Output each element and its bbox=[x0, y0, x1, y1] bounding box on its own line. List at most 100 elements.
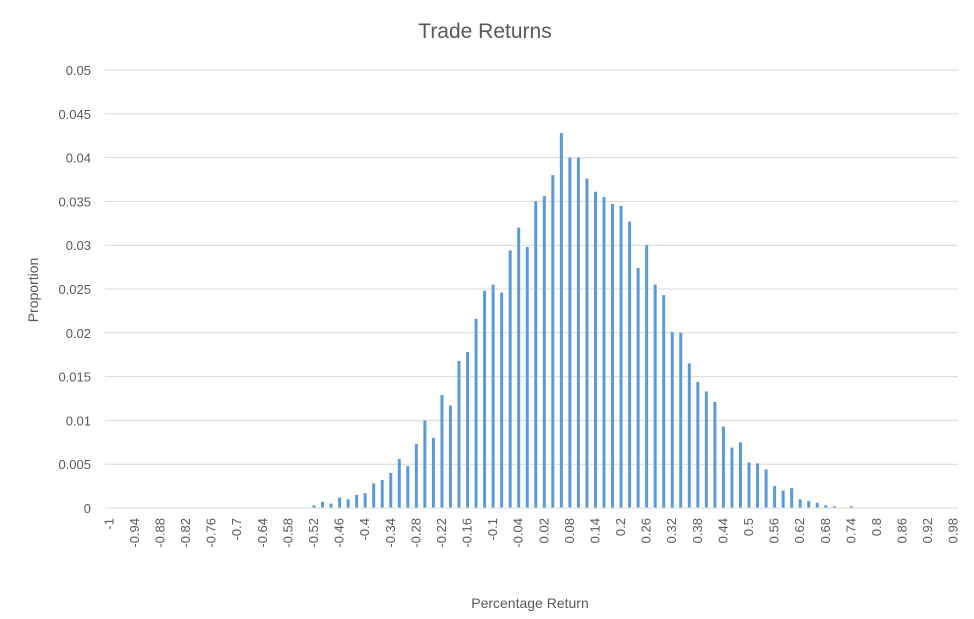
bar bbox=[568, 157, 572, 508]
bar bbox=[662, 295, 666, 508]
bar bbox=[500, 292, 504, 508]
bar bbox=[756, 463, 760, 508]
bar bbox=[321, 501, 325, 508]
x-tick-label: 0.8 bbox=[869, 518, 884, 536]
y-tick-label: 0.03 bbox=[66, 238, 91, 253]
bar bbox=[312, 505, 316, 508]
bar bbox=[448, 405, 452, 508]
x-tick-label: 0.44 bbox=[715, 518, 730, 543]
x-tick-label: -0.7 bbox=[229, 518, 244, 540]
x-tick-label: -0.76 bbox=[204, 518, 219, 548]
x-tick-label: -0.94 bbox=[127, 518, 142, 548]
x-tick-label: -0.88 bbox=[152, 518, 167, 548]
x-tick-label: -1 bbox=[101, 518, 116, 530]
bar bbox=[380, 479, 384, 508]
bar bbox=[713, 402, 717, 508]
y-tick-label: 0 bbox=[84, 501, 91, 516]
y-tick-label: 0.035 bbox=[58, 194, 91, 209]
x-tick-label: 0.92 bbox=[920, 518, 935, 543]
bar bbox=[551, 175, 555, 508]
x-tick-label: 0.98 bbox=[946, 518, 961, 543]
bar bbox=[653, 284, 657, 508]
x-tick-label: -0.1 bbox=[485, 518, 500, 540]
x-axis-label: Percentage Return bbox=[471, 595, 589, 611]
bar bbox=[824, 505, 828, 508]
y-axis-label: Proportion bbox=[25, 258, 41, 323]
bar bbox=[363, 493, 367, 508]
bar bbox=[355, 494, 359, 508]
bar bbox=[593, 191, 597, 508]
bar bbox=[798, 499, 802, 508]
x-tick-label: 0.08 bbox=[562, 518, 577, 543]
bar bbox=[466, 352, 470, 508]
x-tick-label: -0.52 bbox=[306, 518, 321, 548]
gridlines bbox=[105, 69, 958, 465]
x-tick-label: -0.04 bbox=[511, 518, 526, 548]
y-tick-label: 0.05 bbox=[66, 63, 91, 78]
bar bbox=[645, 245, 649, 508]
bar bbox=[696, 381, 700, 508]
y-tick-label: 0.025 bbox=[58, 282, 91, 297]
bar bbox=[628, 221, 632, 508]
bar bbox=[832, 506, 836, 508]
x-tick-label: 0.86 bbox=[895, 518, 910, 543]
y-axis-ticks: 0 0.005 0.01 0.015 0.02 0.025 0.03 0.035 0.04 0.0… bbox=[58, 63, 91, 516]
bar bbox=[619, 205, 623, 508]
bar bbox=[602, 197, 606, 508]
chart-title: Trade Returns bbox=[418, 20, 551, 43]
bar bbox=[576, 157, 580, 508]
y-tick-label: 0.02 bbox=[66, 326, 91, 341]
bar bbox=[721, 426, 725, 508]
x-tick-label: -0.34 bbox=[383, 518, 398, 548]
bar bbox=[534, 201, 538, 508]
bar bbox=[440, 394, 444, 508]
x-tick-label: 0.62 bbox=[792, 518, 807, 543]
bar bbox=[517, 227, 521, 508]
x-tick-label: 0.02 bbox=[536, 518, 551, 543]
x-tick-label: 0.68 bbox=[818, 518, 833, 543]
x-tick-label: 0.32 bbox=[664, 518, 679, 543]
bar bbox=[773, 486, 777, 508]
bar bbox=[764, 469, 768, 508]
x-tick-label: 0.56 bbox=[767, 518, 782, 543]
bar bbox=[636, 267, 640, 508]
x-tick-label: 0.26 bbox=[639, 518, 654, 543]
y-tick-label: 0.015 bbox=[58, 370, 91, 385]
bar bbox=[807, 500, 811, 508]
bar bbox=[679, 332, 683, 508]
bar bbox=[687, 363, 691, 508]
x-tick-label: 0.2 bbox=[613, 518, 628, 536]
x-tick-label: 0.14 bbox=[587, 518, 602, 543]
y-tick-label: 0.045 bbox=[58, 107, 91, 122]
bar bbox=[508, 250, 512, 508]
x-tick-label: -0.4 bbox=[357, 518, 372, 540]
bars bbox=[312, 133, 853, 509]
bar bbox=[815, 502, 819, 508]
bar bbox=[849, 506, 853, 508]
bar bbox=[704, 391, 708, 508]
x-tick-label: 0.74 bbox=[843, 518, 858, 543]
x-tick-label: -0.22 bbox=[434, 518, 449, 548]
bar bbox=[474, 318, 478, 508]
bar bbox=[406, 465, 410, 508]
bar bbox=[525, 246, 529, 508]
bar bbox=[457, 360, 461, 508]
x-tick-label: 0.5 bbox=[741, 518, 756, 536]
bar bbox=[423, 420, 427, 508]
bar bbox=[585, 178, 589, 508]
bar bbox=[611, 204, 615, 508]
bar bbox=[431, 437, 435, 508]
bar bbox=[542, 196, 546, 509]
bar bbox=[338, 497, 342, 508]
bar bbox=[670, 331, 674, 508]
bar bbox=[397, 458, 401, 508]
bar bbox=[747, 462, 751, 508]
bar bbox=[329, 503, 333, 508]
x-tick-label: -0.82 bbox=[178, 518, 193, 548]
bar bbox=[781, 490, 785, 508]
x-axis-ticks: -1 -0.94 -0.88 -0.82 -0.76 -0.7 -0.64 -0.58 -0.5… bbox=[101, 518, 960, 548]
bar bbox=[730, 447, 734, 508]
y-tick-label: 0.01 bbox=[66, 413, 91, 428]
